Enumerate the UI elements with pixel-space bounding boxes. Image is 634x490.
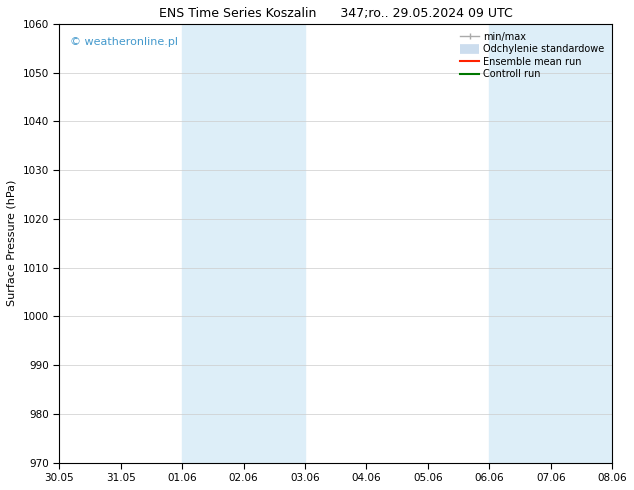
Bar	[182, 24, 305, 463]
Bar	[489, 24, 634, 463]
Y-axis label: Surface Pressure (hPa): Surface Pressure (hPa)	[7, 180, 17, 306]
Title: ENS Time Series Koszalin      347;ro.. 29.05.2024 09 UTC: ENS Time Series Koszalin 347;ro.. 29.05.…	[159, 7, 512, 20]
Legend: min/max, Odchylenie standardowe, Ensemble mean run, Controll run: min/max, Odchylenie standardowe, Ensembl…	[457, 29, 607, 82]
Text: © weatheronline.pl: © weatheronline.pl	[70, 37, 178, 47]
